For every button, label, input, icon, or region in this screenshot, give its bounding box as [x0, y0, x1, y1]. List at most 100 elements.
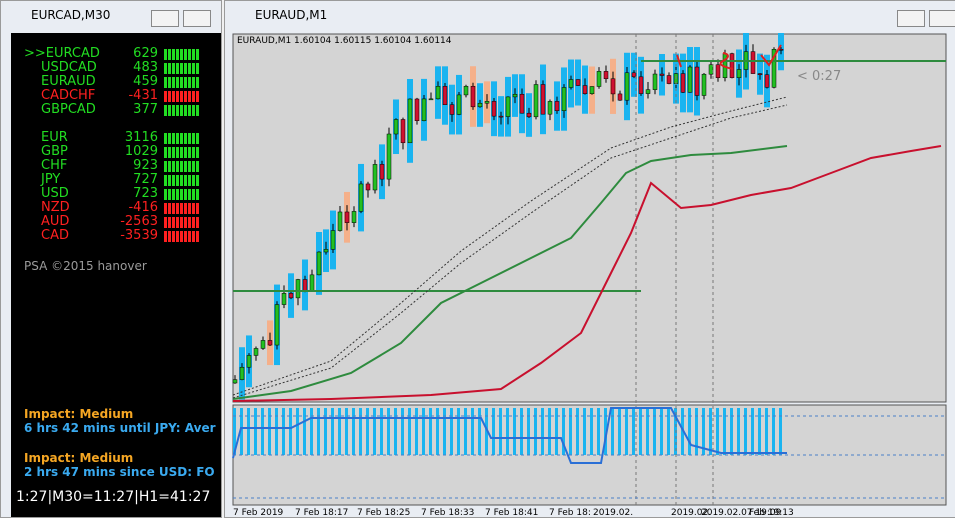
strength-bar — [164, 189, 200, 200]
indicator-bar — [443, 408, 446, 455]
candle-body — [386, 133, 392, 180]
candle-body — [477, 102, 483, 108]
indicator-line — [232, 407, 787, 464]
indicator-bar — [527, 408, 530, 455]
indicator-bar — [744, 408, 747, 455]
candle-body — [757, 73, 763, 75]
candle-body — [400, 119, 406, 144]
indicator-bar — [408, 408, 411, 455]
x-axis-label: 7 Feb 18:25 — [357, 508, 410, 517]
ma-dash — [232, 96, 788, 396]
strength-bar — [164, 147, 200, 158]
news-impact: Impact: Medium — [24, 407, 134, 421]
indicator-bar — [632, 408, 635, 455]
indicator-bar — [317, 408, 320, 455]
indicator-bar — [282, 408, 285, 455]
minimize-button[interactable] — [151, 10, 179, 27]
candle-body — [358, 183, 364, 212]
indicator-bar — [618, 408, 621, 455]
pair-value: 923 — [133, 158, 158, 173]
strength-bar — [164, 63, 200, 74]
chart: EURAUD,M1 1.60104 1.60115 1.60104 1.6011… — [232, 33, 947, 517]
indicator-bar — [261, 408, 264, 455]
candle-body — [498, 115, 504, 118]
indicator-bar — [737, 408, 740, 455]
maximize-button[interactable] — [183, 10, 211, 27]
indicator-bar — [324, 408, 327, 455]
pair-value: 3116 — [124, 130, 158, 145]
maximize-button[interactable] — [929, 10, 955, 27]
candle-body — [764, 74, 770, 88]
indicator-bar — [569, 408, 572, 455]
candle-body — [631, 72, 637, 78]
indicator-bar — [415, 408, 418, 455]
candle-body — [708, 64, 714, 75]
candle-body — [449, 104, 455, 115]
indicator-bar — [401, 408, 404, 455]
candle-body — [442, 86, 448, 105]
x-axis-label: Feb 19:13 — [749, 508, 794, 517]
indicator-bar — [653, 408, 656, 455]
candle-body — [337, 211, 343, 231]
indicator-bar — [240, 408, 243, 455]
indicator-bar — [247, 408, 250, 455]
pair-name: USD — [41, 186, 69, 201]
x-axis-label: 7 Feb 18:41 — [485, 508, 538, 517]
candle-body — [638, 76, 644, 94]
candle-body — [463, 85, 469, 96]
candle-body — [365, 183, 371, 191]
pair-name: EURAUD — [41, 74, 96, 89]
pair-value: 377 — [133, 102, 158, 117]
candle-body — [771, 48, 777, 88]
candle-body — [554, 101, 560, 111]
pair-name: GBPCAD — [41, 102, 96, 117]
annotation-marks — [676, 44, 782, 70]
indicator-bar — [233, 408, 236, 455]
candle-body — [659, 73, 665, 76]
indicator-bar — [576, 408, 579, 455]
pair-name: CADCHF — [41, 88, 96, 103]
pair-name: NZD — [41, 200, 70, 215]
indicator-bar — [681, 408, 684, 455]
candle-body — [302, 279, 308, 291]
indicator-bar — [254, 408, 257, 455]
minimize-button[interactable] — [897, 10, 925, 27]
indicator-bar — [422, 408, 425, 455]
indicator-bar — [471, 408, 474, 455]
indicator-bar — [583, 408, 586, 455]
timer: 1:27|M30=11:27|H1=41:27 — [16, 489, 211, 505]
indicator-bar — [457, 408, 460, 455]
indicator-bar — [660, 408, 663, 455]
indicator-bar — [695, 408, 698, 455]
credit: PSA ©2015 hanover — [24, 259, 147, 273]
indicator-bar — [723, 408, 726, 455]
strength-bar — [164, 161, 200, 172]
indicator-bar — [506, 408, 509, 455]
pair-name: USDCAD — [41, 60, 97, 75]
strength-bar — [164, 105, 200, 116]
candle-body — [505, 96, 511, 117]
ma-green — [232, 145, 788, 400]
indicator-bar — [478, 408, 481, 455]
pair-name: AUD — [41, 214, 70, 229]
candle-body — [379, 164, 385, 180]
candle-body — [778, 48, 784, 51]
indicator-bar — [268, 408, 271, 455]
x-axis-label: 2019.02. — [593, 508, 633, 517]
candle-body — [323, 249, 329, 253]
candle-body — [666, 75, 672, 84]
candle-body — [239, 366, 245, 380]
strength-bar — [164, 203, 200, 214]
pair-name: GBP — [41, 144, 68, 159]
news-impact: Impact: Medium — [24, 451, 134, 465]
candle-body — [652, 73, 658, 90]
x-axis-label: 2019.02.07 19:09 — [701, 508, 782, 517]
candle-body — [351, 211, 357, 223]
x-axis-label: 7 Feb 18: — [549, 508, 591, 517]
candle-body — [519, 94, 525, 114]
candle-body — [680, 73, 686, 93]
indicator-bar — [562, 408, 565, 455]
right-window: EURAUD,M1 EURAUD,M1 1.60104 1.60115 1.60… — [224, 0, 955, 518]
pair-value: 629 — [133, 46, 158, 61]
